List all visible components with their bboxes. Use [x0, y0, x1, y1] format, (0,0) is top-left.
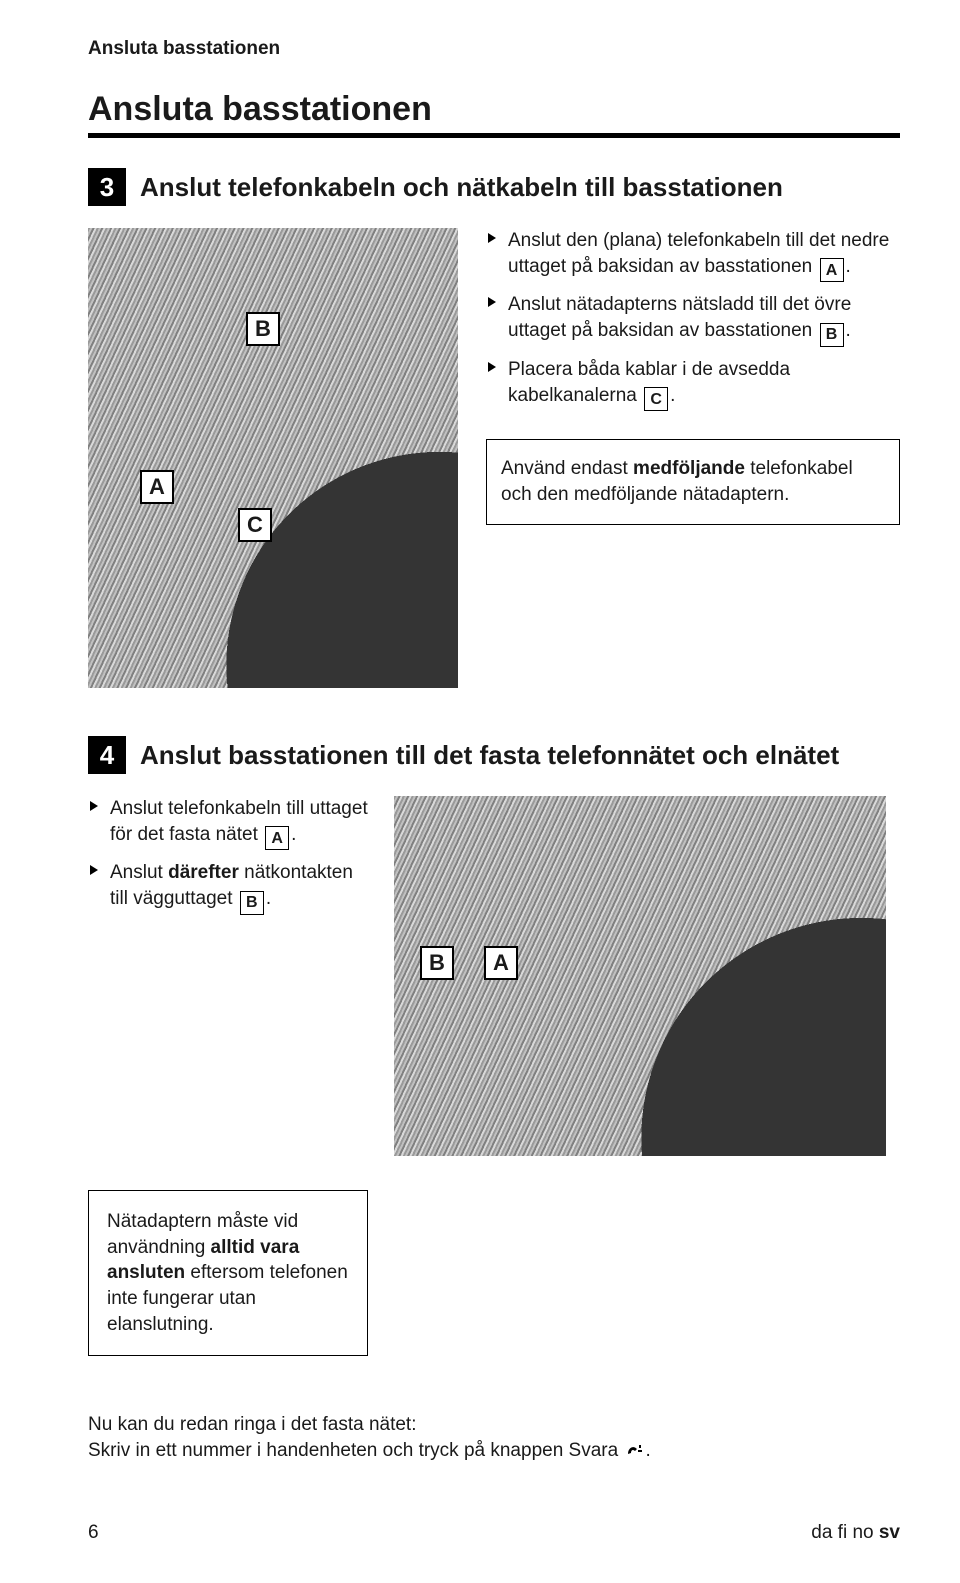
callout-b: B: [246, 312, 280, 346]
step-3-body: A B C Anslut den (plana) telefonkabeln t…: [88, 228, 900, 688]
step-3-title: Anslut telefonkabeln och nätkabeln till …: [140, 172, 783, 203]
bullet-text: Anslut därefter nätkontakten till väggut…: [110, 860, 368, 914]
step-3-badge: 3: [88, 168, 126, 206]
bullet: Anslut den (plana) telefonkabeln till de…: [486, 228, 900, 282]
bullet-text: Anslut nätadapterns nätsladd till det öv…: [508, 292, 900, 346]
step-4-header: 4 Anslut basstationen till det fasta tel…: [88, 736, 900, 774]
step-4-body: Anslut telefonkabeln till uttaget för de…: [88, 796, 900, 1156]
bullet-arrow-icon: [88, 863, 100, 917]
callout-a: A: [140, 470, 174, 504]
step-4-badge: 4: [88, 736, 126, 774]
illustration-wall-sockets: B A: [394, 796, 886, 1156]
page-title: Ansluta basstationen: [88, 90, 900, 138]
inline-ref-a: A: [820, 258, 844, 282]
callout-a: A: [484, 946, 518, 980]
bullet-text: Anslut telefonkabeln till uttaget för de…: [110, 796, 368, 850]
lang-indicator: da fi no sv: [811, 1522, 900, 1544]
inline-ref-b: B: [240, 891, 264, 915]
bullet-arrow-icon: [486, 360, 498, 414]
bullet: Anslut telefonkabeln till uttaget för de…: [88, 796, 368, 850]
bullet-arrow-icon: [486, 295, 498, 349]
closing-text: Nu kan du redan ringa i det fasta nätet:…: [88, 1412, 900, 1463]
inline-ref-a: A: [265, 826, 289, 850]
illustration-basstation-back: A B C: [88, 228, 458, 688]
inline-ref-b: B: [820, 323, 844, 347]
bullet-arrow-icon: [88, 799, 100, 853]
closing-line-2: Skriv in ett nummer i handenheten och tr…: [88, 1438, 900, 1464]
step-3-header: 3 Anslut telefonkabeln och nätkabeln til…: [88, 168, 900, 206]
bullet-arrow-icon: [486, 231, 498, 285]
step-3-note: Använd endast medföljande telefonkabel o…: [486, 439, 900, 524]
step-4-note: Nätadaptern måste vid användning alltid …: [88, 1190, 368, 1356]
talk-key-icon: [625, 1442, 645, 1458]
running-head: Ansluta basstationen: [88, 38, 900, 60]
closing-line-1: Nu kan du redan ringa i det fasta nätet:: [88, 1412, 900, 1438]
step-4-text: Anslut telefonkabeln till uttaget för de…: [88, 796, 368, 925]
inline-ref-c: C: [644, 387, 668, 411]
step-4-title: Anslut basstationen till det fasta telef…: [140, 740, 839, 771]
bullet-text: Placera båda kablar i de avsedda kabelka…: [508, 357, 900, 411]
bullet: Anslut därefter nätkontakten till väggut…: [88, 860, 368, 914]
callout-c: C: [238, 508, 272, 542]
bullet: Placera båda kablar i de avsedda kabelka…: [486, 357, 900, 411]
page-footer: 6 da fi no sv: [88, 1462, 900, 1544]
bullet: Anslut nätadapterns nätsladd till det öv…: [486, 292, 900, 346]
page-number: 6: [88, 1522, 99, 1544]
step-3-text: Anslut den (plana) telefonkabeln till de…: [486, 228, 900, 688]
bullet-text: Anslut den (plana) telefonkabeln till de…: [508, 228, 900, 282]
callout-b: B: [420, 946, 454, 980]
